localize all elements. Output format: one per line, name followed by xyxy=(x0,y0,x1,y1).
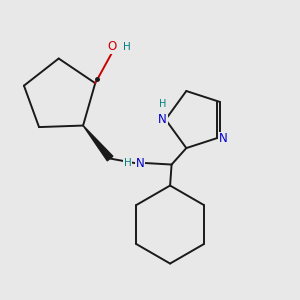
Polygon shape xyxy=(83,126,113,161)
Text: N: N xyxy=(136,157,145,169)
Text: H: H xyxy=(124,42,131,52)
Text: N: N xyxy=(158,113,167,126)
Text: O: O xyxy=(108,40,117,53)
Text: H: H xyxy=(124,158,131,168)
Text: H: H xyxy=(159,99,166,109)
Text: N: N xyxy=(219,132,228,145)
